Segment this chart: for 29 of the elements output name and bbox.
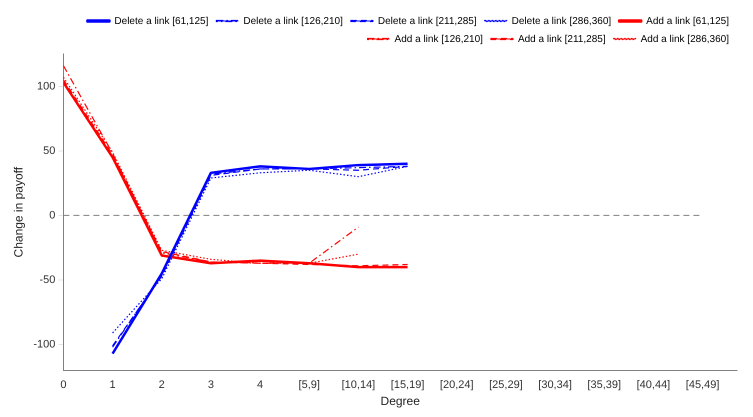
legend-label: Delete a link [286,360] (512, 16, 612, 27)
y-tick-label: 100 (37, 80, 56, 92)
legend-label: Add a link [126,210] (394, 34, 484, 45)
x-tick-label: [40,44] (636, 379, 670, 392)
legend-label: Add a link [61,125] (646, 16, 730, 27)
legend-label: Delete a link [126,210] (243, 16, 344, 27)
legend-label: Add a link [286,360] (640, 34, 730, 45)
x-tick-label: [15,19] (390, 379, 424, 392)
legend-label: Add a link [211,285] (518, 34, 606, 45)
x-tick-label: [30,34] (538, 379, 572, 392)
x-tick-label: [25,29] (489, 379, 523, 392)
y-axis-title: Change in payoff (12, 166, 26, 258)
x-tick-label: [10,14] (342, 379, 376, 392)
x-tick-label: [45,49] (686, 379, 720, 392)
x-tick-label: 3 (208, 379, 214, 392)
x-axis-title: Degree (380, 394, 420, 408)
y-tick-label: 0 (49, 209, 56, 222)
y-tick-label: -100 (33, 338, 56, 351)
y-tick-label: 50 (43, 144, 56, 157)
y-tick-label: -50 (40, 274, 56, 286)
x-tick-label: 4 (257, 379, 264, 392)
x-tick-label: 2 (158, 379, 165, 392)
x-tick-label: [35,39] (587, 379, 622, 392)
x-tick-label: 1 (110, 379, 116, 392)
x-tick-label: [20,24] (440, 379, 474, 392)
x-tick-label: [5,9] (298, 379, 320, 392)
x-tick-label: 0 (60, 379, 66, 392)
legend-label: Delete a link [61,125] (114, 16, 209, 27)
legend-label: Delete a link [211,285] (378, 16, 477, 27)
